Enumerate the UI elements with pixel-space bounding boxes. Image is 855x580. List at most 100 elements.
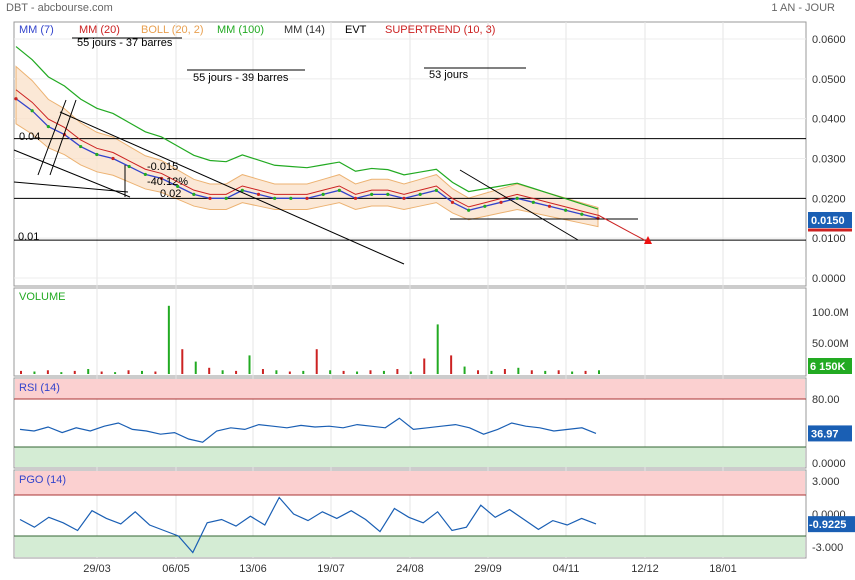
price-point bbox=[547, 204, 552, 208]
x-tick-label: 04/11 bbox=[553, 563, 580, 575]
price-point bbox=[176, 184, 180, 188]
pgo-title: PGO (14) bbox=[19, 474, 66, 486]
volume-bar bbox=[87, 369, 90, 374]
rsi-y-tick: 0.0000 bbox=[812, 458, 846, 470]
price-point bbox=[370, 192, 374, 196]
volume-bar bbox=[33, 371, 36, 374]
volume-bar bbox=[369, 370, 372, 374]
volume-bar bbox=[154, 371, 157, 374]
volume-bar bbox=[100, 371, 103, 374]
price-point bbox=[402, 196, 406, 200]
price-y-tick: 0.0300 bbox=[812, 154, 846, 166]
last-volume-badge bbox=[808, 358, 852, 374]
chart-title: DBT - abcbourse.com bbox=[6, 2, 113, 14]
legend-item[interactable]: SUPERTREND (10, 3) bbox=[385, 24, 495, 36]
volume-bar bbox=[544, 370, 547, 374]
volume-bar bbox=[181, 349, 184, 374]
x-tick-label: 06/05 bbox=[162, 563, 190, 575]
price-point bbox=[159, 176, 164, 181]
volume-bar bbox=[167, 305, 170, 374]
volume-bar bbox=[382, 370, 385, 374]
volume-bar bbox=[571, 371, 574, 374]
price-point bbox=[30, 109, 34, 113]
volume-bar bbox=[530, 370, 533, 374]
volume-bar bbox=[261, 369, 264, 374]
price-point bbox=[499, 200, 503, 204]
rsi-panel: RSI (14) bbox=[14, 379, 806, 467]
price-point bbox=[467, 208, 471, 212]
price-point bbox=[337, 188, 341, 192]
trend-line bbox=[459, 169, 579, 241]
price-point bbox=[289, 196, 293, 200]
price-y-tick: 0.0200 bbox=[812, 193, 846, 205]
legend-item[interactable]: MM (100) bbox=[217, 24, 264, 36]
price-point bbox=[564, 208, 568, 212]
volume-bar bbox=[221, 370, 224, 374]
pgo-value: -0.9225 bbox=[809, 519, 846, 531]
price-point bbox=[386, 192, 390, 196]
price-point bbox=[515, 196, 519, 200]
volume-bar bbox=[477, 370, 480, 374]
price-point bbox=[111, 156, 115, 161]
trend-line bbox=[13, 181, 129, 193]
volume-bar bbox=[275, 370, 278, 374]
volume-bar bbox=[503, 369, 506, 374]
volume-bar bbox=[235, 370, 238, 374]
ma100-line bbox=[15, 46, 599, 210]
price-y-tick: 0.0100 bbox=[812, 233, 846, 245]
volume-bar bbox=[557, 370, 560, 374]
price-y-tick: 0.0500 bbox=[812, 74, 846, 86]
x-tick-label: 29/03 bbox=[83, 563, 111, 575]
period-label[interactable]: 1 AN - JOUR bbox=[771, 2, 835, 14]
x-tick-label: 13/06 bbox=[239, 563, 267, 575]
price-point bbox=[305, 196, 309, 200]
pgo-y-tick: -3.000 bbox=[812, 542, 843, 554]
price-point bbox=[256, 192, 261, 196]
level-label-004: 0.04 bbox=[19, 131, 40, 143]
x-tick-label: 12/12 bbox=[631, 563, 659, 575]
price-point bbox=[46, 125, 50, 129]
price-point bbox=[580, 212, 584, 216]
legend-item[interactable]: MM (14) bbox=[284, 24, 325, 36]
price-point bbox=[418, 192, 422, 196]
pgo-panel: PGO (14) bbox=[14, 471, 806, 557]
price-point bbox=[434, 188, 438, 192]
rsi-y-tick: 80.00 bbox=[812, 394, 840, 406]
volume-bar bbox=[463, 366, 466, 374]
price-point bbox=[531, 200, 535, 204]
volume-bar bbox=[598, 370, 600, 374]
trend-line bbox=[37, 99, 67, 176]
volume-bar bbox=[114, 372, 117, 374]
price-y-tick: 0.0000 bbox=[812, 273, 846, 285]
trend-line bbox=[13, 149, 131, 198]
level-label-001: 0.01 bbox=[18, 231, 39, 243]
change-value-label: -0.015 bbox=[147, 161, 178, 173]
volume-bar bbox=[248, 355, 251, 374]
legend-item[interactable]: MM (20) bbox=[79, 24, 120, 36]
volume-bar bbox=[60, 372, 63, 374]
level-label-002: 0.02 bbox=[160, 188, 181, 200]
indicator-legend: MM (7) MM (20) BOLL (20, 2) MM (100) MM (14)… bbox=[19, 24, 495, 36]
volume-bar bbox=[73, 370, 76, 374]
price-point bbox=[192, 192, 196, 196]
legend-item[interactable]: MM (7) bbox=[19, 24, 54, 36]
trend-line bbox=[49, 99, 77, 176]
bollinger-band bbox=[15, 65, 599, 228]
volume-bar bbox=[208, 367, 211, 374]
volume-bar bbox=[584, 370, 587, 374]
volume-bar bbox=[315, 349, 318, 374]
volume-bar bbox=[356, 371, 359, 374]
volume-bar bbox=[288, 371, 291, 374]
legend-item[interactable]: EVT bbox=[345, 24, 367, 36]
volume-bar bbox=[490, 370, 493, 374]
supertrend-arrow bbox=[644, 236, 652, 244]
legend-item[interactable]: BOLL (20, 2) bbox=[141, 24, 204, 36]
price-point bbox=[127, 164, 131, 169]
volume-bar bbox=[436, 324, 439, 374]
volume-title: VOLUME bbox=[19, 291, 65, 303]
price-point bbox=[353, 196, 358, 200]
price-point bbox=[483, 204, 487, 208]
price-point bbox=[450, 200, 455, 204]
count-label-1: 55 jours - 37 barres bbox=[77, 37, 173, 49]
